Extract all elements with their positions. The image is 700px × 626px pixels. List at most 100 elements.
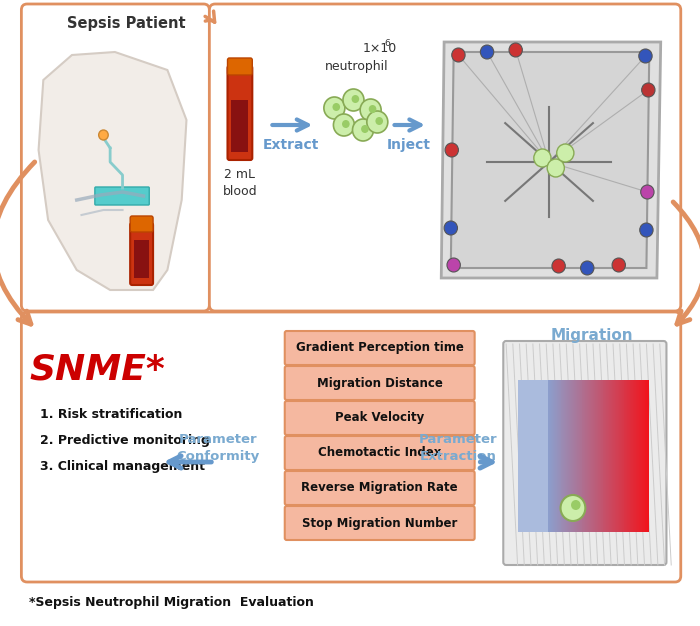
Bar <box>621 380 648 448</box>
Bar <box>591 380 592 532</box>
Bar <box>640 380 642 532</box>
Text: Extract: Extract <box>262 138 318 152</box>
Bar <box>611 380 612 532</box>
Bar <box>579 380 580 532</box>
Bar <box>646 380 648 532</box>
Circle shape <box>324 97 345 119</box>
FancyBboxPatch shape <box>228 66 252 160</box>
Text: Stop Migration Number: Stop Migration Number <box>302 516 457 530</box>
Bar <box>638 380 639 532</box>
Circle shape <box>333 114 354 136</box>
Circle shape <box>369 105 377 113</box>
Text: 3. Clinical management: 3. Clinical management <box>41 460 206 473</box>
Bar <box>618 380 619 532</box>
Polygon shape <box>441 42 661 278</box>
Bar <box>625 380 626 532</box>
Bar <box>613 380 614 532</box>
Text: Sepsis Patient: Sepsis Patient <box>67 16 186 31</box>
Circle shape <box>367 111 388 133</box>
Bar <box>614 380 615 532</box>
Text: 2 mL
blood: 2 mL blood <box>223 168 257 198</box>
Circle shape <box>534 149 551 167</box>
Bar <box>619 380 620 532</box>
Text: Chemotactic Index: Chemotactic Index <box>318 446 442 459</box>
Bar <box>632 380 633 532</box>
Bar <box>624 380 625 532</box>
FancyBboxPatch shape <box>130 216 153 232</box>
Bar <box>567 380 568 532</box>
Bar <box>231 100 248 152</box>
Bar <box>575 380 576 532</box>
Circle shape <box>361 125 369 133</box>
Bar <box>609 380 610 532</box>
Bar <box>553 380 554 532</box>
Text: Migration: Migration <box>551 328 634 343</box>
Bar <box>635 380 636 532</box>
FancyBboxPatch shape <box>285 401 475 435</box>
Bar <box>604 380 606 532</box>
FancyBboxPatch shape <box>285 506 475 540</box>
Bar <box>645 380 646 532</box>
Circle shape <box>447 258 461 272</box>
Bar <box>640 380 641 532</box>
Bar <box>595 380 596 532</box>
FancyBboxPatch shape <box>95 187 149 205</box>
Bar <box>596 380 597 532</box>
Circle shape <box>640 185 654 199</box>
Bar <box>554 380 555 532</box>
Bar <box>633 380 634 532</box>
Text: neutrophil: neutrophil <box>325 60 388 73</box>
Bar <box>584 380 585 532</box>
Text: 2. Predictive monitoring: 2. Predictive monitoring <box>41 434 210 447</box>
Circle shape <box>509 43 522 57</box>
Circle shape <box>580 261 594 275</box>
Bar <box>548 380 549 532</box>
Bar <box>590 380 591 532</box>
Bar <box>587 380 588 532</box>
Circle shape <box>642 83 655 97</box>
Text: Parameter
Conformity: Parameter Conformity <box>176 433 260 463</box>
Bar <box>571 380 572 532</box>
Circle shape <box>480 45 494 59</box>
Bar <box>559 380 561 532</box>
Circle shape <box>360 99 381 121</box>
Text: Gradient Perception time: Gradient Perception time <box>296 342 463 354</box>
Text: 6: 6 <box>384 39 390 48</box>
Polygon shape <box>38 52 186 290</box>
Polygon shape <box>451 52 650 268</box>
Bar <box>634 380 635 532</box>
Bar <box>620 380 621 532</box>
Bar <box>558 380 559 532</box>
Bar <box>626 380 627 532</box>
Bar <box>627 380 629 532</box>
Circle shape <box>612 258 625 272</box>
Bar <box>580 380 582 532</box>
Bar <box>566 380 567 532</box>
Circle shape <box>561 495 585 521</box>
FancyBboxPatch shape <box>285 331 475 365</box>
Bar <box>573 380 574 532</box>
Circle shape <box>640 223 653 237</box>
Bar <box>555 380 556 532</box>
Circle shape <box>452 48 465 62</box>
FancyBboxPatch shape <box>22 312 681 582</box>
Bar <box>549 380 550 532</box>
Bar <box>517 500 650 532</box>
Bar <box>569 380 570 532</box>
Bar <box>636 380 637 532</box>
Bar <box>631 380 632 532</box>
Text: *Sepsis Neutrophil Migration  Evaluation: *Sepsis Neutrophil Migration Evaluation <box>29 596 314 609</box>
FancyBboxPatch shape <box>285 366 475 400</box>
Text: SNME*: SNME* <box>30 352 166 386</box>
Circle shape <box>99 130 108 140</box>
Bar <box>134 240 149 278</box>
Bar <box>608 380 609 532</box>
Circle shape <box>375 117 383 125</box>
FancyBboxPatch shape <box>130 223 153 285</box>
Text: Peak Velocity: Peak Velocity <box>335 411 424 424</box>
Bar <box>637 380 638 532</box>
Bar <box>594 380 595 532</box>
Text: 1×10: 1×10 <box>363 42 398 55</box>
Bar <box>577 380 578 532</box>
Bar <box>639 380 640 532</box>
